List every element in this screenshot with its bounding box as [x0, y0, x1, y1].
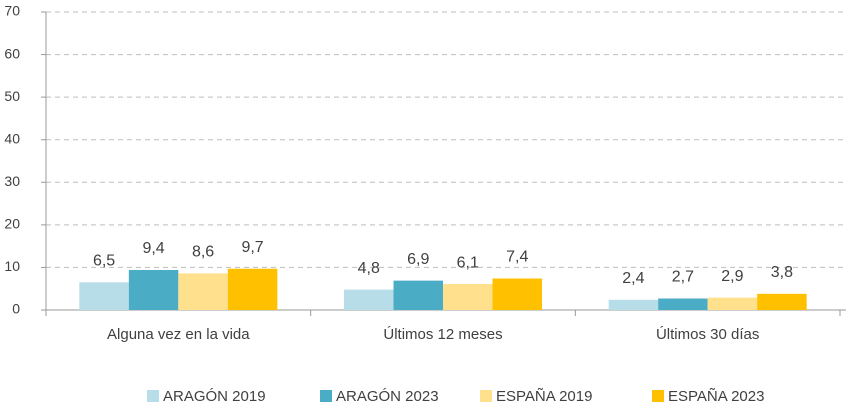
legend-swatch	[320, 390, 332, 402]
value-label: 6,1	[457, 254, 479, 271]
value-label: 2,4	[622, 270, 644, 287]
y-tick-label: 60	[4, 45, 20, 61]
y-tick-label: 10	[4, 258, 20, 274]
bar	[79, 282, 129, 310]
bar	[227, 268, 278, 310]
x-tick-label: Últimos 12 meses	[383, 326, 502, 343]
legend-swatch	[652, 390, 664, 402]
bar	[608, 299, 659, 310]
bar	[344, 289, 394, 310]
value-label: 2,9	[721, 268, 743, 285]
value-label: 6,9	[407, 251, 429, 268]
x-tick-label: Alguna vez en la vida	[107, 326, 250, 343]
value-label: 9,7	[241, 239, 263, 256]
value-label: 6,5	[93, 253, 115, 270]
bar	[128, 269, 179, 310]
value-label: 3,8	[771, 264, 793, 281]
legend-swatch	[147, 390, 159, 402]
legend-label: ARAGÓN 2023	[336, 388, 439, 405]
bar	[178, 273, 228, 310]
value-label: 4,8	[358, 260, 380, 277]
y-tick-label: 40	[4, 130, 20, 146]
legend-label: ARAGÓN 2019	[163, 388, 266, 405]
y-tick-label: 50	[4, 88, 20, 104]
bar	[757, 293, 807, 310]
y-tick-label: 0	[12, 301, 20, 317]
x-tick-label: Últimos 30 días	[656, 326, 759, 343]
bar	[443, 284, 493, 310]
value-label: 8,6	[192, 244, 214, 261]
legend-label: ESPAÑA 2023	[668, 388, 764, 405]
bar	[492, 278, 542, 310]
legend-swatch	[480, 390, 492, 402]
value-label: 2,7	[672, 269, 694, 286]
bar	[393, 280, 443, 310]
value-label: 9,4	[142, 240, 164, 257]
bar	[658, 298, 708, 310]
y-tick-label: 70	[4, 3, 20, 19]
value-label: 7,4	[506, 249, 528, 266]
y-tick-label: 20	[4, 216, 20, 232]
bar	[707, 297, 758, 310]
legend-label: ESPAÑA 2019	[496, 388, 592, 405]
y-tick-label: 30	[4, 173, 20, 189]
